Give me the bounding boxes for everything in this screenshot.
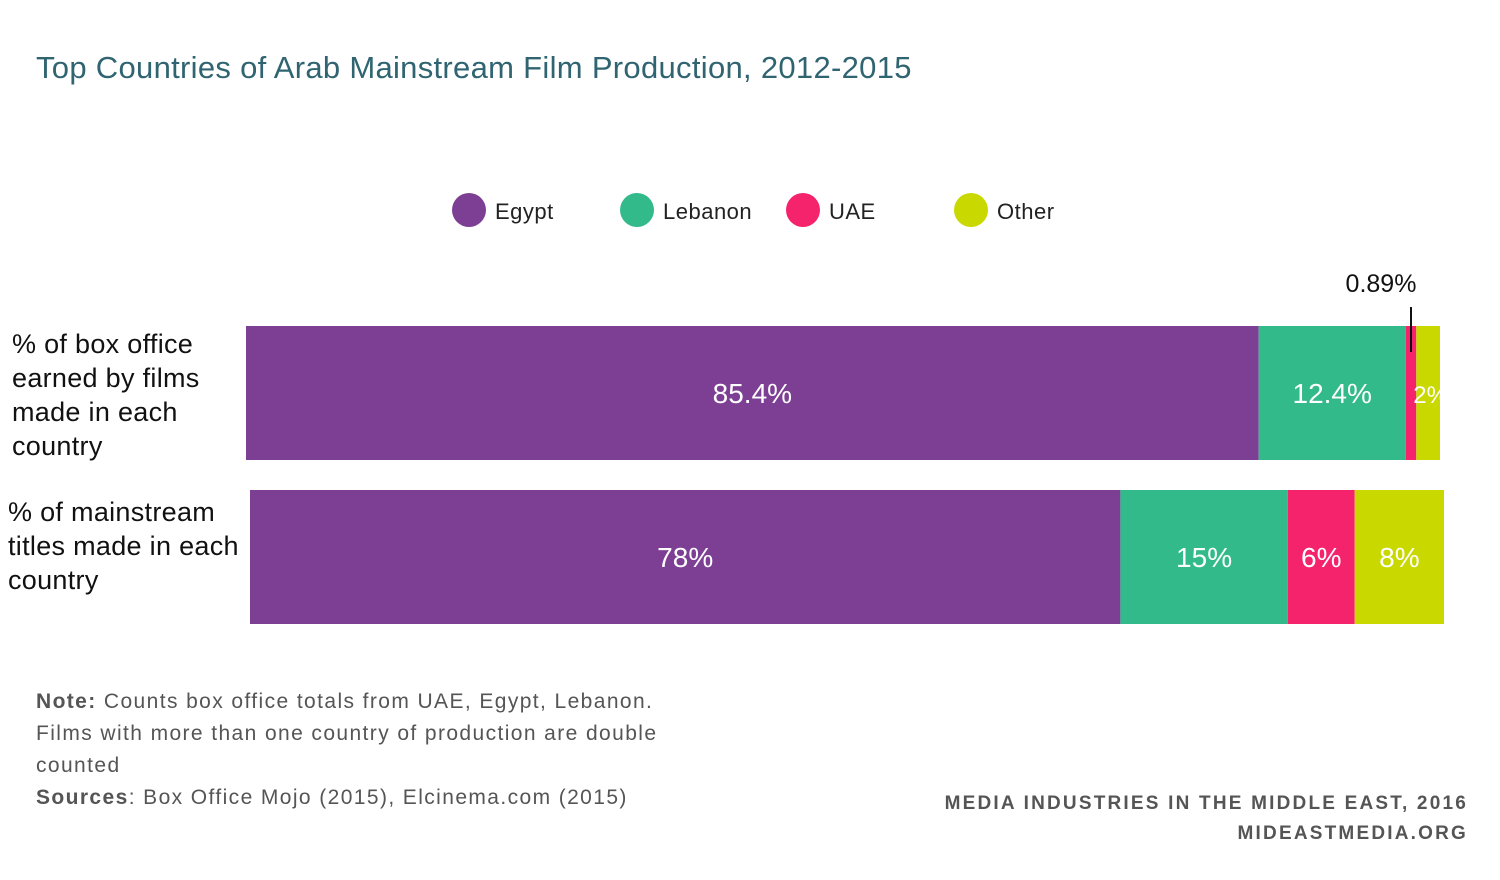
sources-label: Sources xyxy=(36,786,129,809)
bar-other-row-1 xyxy=(1416,326,1440,460)
legend-swatch-egypt xyxy=(452,193,486,227)
data-label-uae-row-1: 0.89% xyxy=(1346,270,1417,298)
legend-swatch-uae xyxy=(786,193,820,227)
legend-label-other: Other xyxy=(997,199,1055,224)
legend-label-egypt: Egypt xyxy=(495,199,554,224)
sources-text: : Box Office Mojo (2015), Elcinema.com (… xyxy=(128,786,628,809)
bar-uae-row-1 xyxy=(1405,326,1417,460)
bar-lebanon-row-2 xyxy=(1120,490,1288,624)
data-label-other-row-2: 8% xyxy=(1379,542,1419,573)
bar-other-row-2 xyxy=(1354,490,1444,624)
data-label-egypt-row-2: 78% xyxy=(657,542,713,573)
note-label: Note: xyxy=(36,690,97,713)
bar-uae-row-2 xyxy=(1287,490,1355,624)
note-text: Counts box office totals from UAE, Egypt… xyxy=(36,690,658,777)
bar-egypt-row-1 xyxy=(246,326,1259,460)
footer-note: Note: Counts box office totals from UAE,… xyxy=(36,686,676,814)
chart-title: Top Countries of Arab Mainstream Film Pr… xyxy=(36,50,912,85)
credit: MEDIA INDUSTRIES IN THE MIDDLE EAST, 201… xyxy=(945,789,1468,849)
credit-line-2: MIDEASTMEDIA.ORG xyxy=(1237,823,1468,844)
legend-label-lebanon: Lebanon xyxy=(663,199,753,224)
row-label-box-office: % of box office earned by films made in … xyxy=(12,329,200,461)
row-label-titles: % of mainstream titles made in each coun… xyxy=(8,497,239,595)
bar-lebanon-row-1 xyxy=(1258,326,1406,460)
legend: Egypt Lebanon UAE Other xyxy=(0,0,1500,240)
legend-swatch-lebanon xyxy=(620,193,654,227)
data-label-uae-row-2: 6% xyxy=(1301,542,1341,573)
legend-label-uae: UAE xyxy=(829,199,876,224)
bar-egypt-row-2 xyxy=(250,490,1121,624)
data-label-other-row-1: 2% xyxy=(1413,382,1448,409)
data-label-egypt-row-1: 85.4% xyxy=(713,378,792,409)
data-label-lebanon-row-1: 12.4% xyxy=(1293,378,1372,409)
credit-line-1: MEDIA INDUSTRIES IN THE MIDDLE EAST, 201… xyxy=(944,793,1468,814)
data-label-lebanon-row-2: 15% xyxy=(1176,542,1232,573)
legend-swatch-other xyxy=(954,193,988,227)
